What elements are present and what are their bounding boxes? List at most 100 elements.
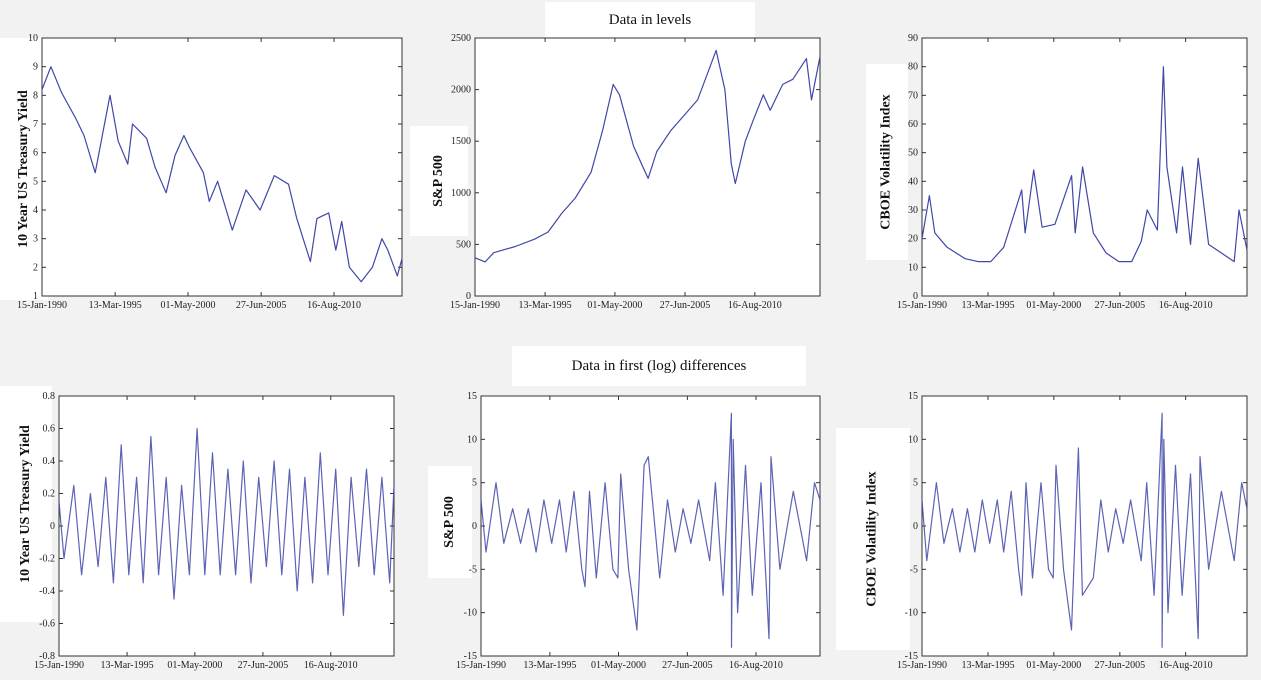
treasury-levels-xtick-label: 15-Jan-1990 — [17, 300, 67, 311]
treasury-levels-ytick-label: 10 — [28, 33, 38, 44]
vix-levels-xtick-label: 16-Aug-2010 — [1159, 300, 1213, 311]
vix-levels-ytick-label: 60 — [908, 119, 918, 130]
sp500-levels-ytick-label: 500 — [456, 239, 471, 250]
sp500-diffs-ytick-label: 10 — [467, 434, 477, 445]
ylabel-box-diffs-2: S&P 500 — [428, 466, 472, 578]
sp500-diffs-ytick-label: 15 — [467, 391, 477, 402]
treasury-levels-ytick-label: 4 — [33, 205, 38, 216]
sp500-diffs-ytick-label: 5 — [472, 478, 477, 489]
vix-levels-series-line — [921, 66, 1248, 263]
sp500-diffs-xtick-label: 27-Jun-2005 — [662, 660, 713, 671]
vix-levels-plot-area — [921, 37, 1248, 297]
treasury-levels-ytick-label: 5 — [33, 176, 38, 187]
treasury-diffs-xtick-label: 13-Mar-1995 — [101, 660, 154, 671]
vix-diffs-xtick-label: 27-Jun-2005 — [1095, 660, 1146, 671]
sp500-diffs-series-line — [480, 412, 821, 648]
treasury-diffs-ytick-label: -0.8 — [39, 651, 55, 662]
differences-section-title: Data in first (log) differences — [512, 346, 806, 386]
sp500-diffs-xtick-label: 01-May-2000 — [591, 660, 646, 671]
treasury-diffs-xtick-label: 16-Aug-2010 — [304, 660, 358, 671]
sp500-diffs-xtick-label: 13-Mar-1995 — [523, 660, 576, 671]
ylabel-box-diffs-1: 10 Year US Treasury Yield — [0, 386, 52, 622]
vix-diffs-ytick-label: -15 — [905, 651, 918, 662]
sp500-diffs-ytick-label: -15 — [464, 651, 477, 662]
treasury-levels-chart: 1 2 3 4 5 6 7 8 9 10 15-Jan-1990 13-Mar-1995 01-May-… — [17, 33, 403, 311]
treasury-diffs-chart: -0.8 -0.6 -0.4 -0.2 0 0.2 0.4 0.6 0.8 15-Jan-1990… — [34, 391, 395, 671]
vix-diffs-ytick-label: 10 — [908, 434, 918, 445]
treasury-levels-xtick-label: 16-Aug-2010 — [307, 300, 361, 311]
vix-diffs-ytick-label: 15 — [908, 391, 918, 402]
treasury-diffs-xtick-label: 15-Jan-1990 — [34, 660, 84, 671]
vix-levels-ytick-label: 20 — [908, 234, 918, 245]
treasury-levels-xtick-label: 27-Jun-2005 — [236, 300, 287, 311]
sp500-diffs-ytick-label: 0 — [472, 521, 477, 532]
sp500-diffs-ytick-label: -10 — [464, 608, 477, 619]
vix-diffs-xtick-label: 15-Jan-1990 — [897, 660, 947, 671]
treasury-levels-xtick-label: 13-Mar-1995 — [89, 300, 142, 311]
vix-levels-ytick-label: 50 — [908, 148, 918, 159]
treasury-diffs-ytick-label: 0 — [50, 521, 55, 532]
treasury-levels-ytick-label: 9 — [33, 62, 38, 73]
vix-diffs-chart: -15 -10 -5 0 5 10 15 15-Jan-1990 13-Mar-1995 01-M… — [897, 391, 1248, 671]
treasury-diffs-xtick-label: 01-May-2000 — [167, 660, 222, 671]
treasury-diffs-ytick-label: -0.4 — [39, 586, 55, 597]
treasury-diffs-ytick-label: -0.2 — [39, 554, 55, 565]
treasury-levels-ytick-label: 6 — [33, 148, 38, 159]
sp500-levels-xtick-label: 01-May-2000 — [587, 300, 642, 311]
vix-levels-xtick-label: 15-Jan-1990 — [897, 300, 947, 311]
vix-levels-ytick-label: 80 — [908, 62, 918, 73]
treasury-diffs-ytick-label: -0.6 — [39, 619, 55, 630]
vix-diffs-xtick-label: 16-Aug-2010 — [1159, 660, 1213, 671]
vix-levels-ytick-label: 90 — [908, 33, 918, 44]
vix-diffs-series-line — [921, 412, 1248, 648]
treasury-levels-series-line — [41, 66, 403, 283]
treasury-diffs-xtick-label: 27-Jun-2005 — [238, 660, 289, 671]
sp500-levels-ytick-label: 1500 — [451, 136, 471, 147]
treasury-levels-ytick-label: 7 — [33, 119, 38, 130]
treasury-diffs-ytick-label: 0.8 — [43, 391, 56, 402]
treasury-levels-ytick-label: 1 — [33, 291, 38, 302]
vix-diffs-ytick-label: -5 — [910, 564, 918, 575]
treasury-diffs-ytick-label: 0.2 — [43, 489, 56, 500]
sp500-diffs-ytick-label: -5 — [469, 564, 477, 575]
vix-levels-ytick-label: 30 — [908, 205, 918, 216]
sp500-levels-plot-area — [474, 37, 821, 297]
vix-diffs-xtick-label: 13-Mar-1995 — [961, 660, 1014, 671]
sp500-diffs-xtick-label: 16-Aug-2010 — [729, 660, 783, 671]
ylabel-box-diffs-3: CBOE Volatility Index — [836, 428, 910, 650]
treasury-levels-xtick-label: 01-May-2000 — [161, 300, 216, 311]
vix-levels-xtick-label: 27-Jun-2005 — [1095, 300, 1146, 311]
levels-section-title: Data in levels — [545, 2, 755, 38]
treasury-diffs-series-line — [58, 427, 395, 617]
sp500-levels-xtick-label: 27-Jun-2005 — [660, 300, 711, 311]
sp500-levels-ytick-label: 2500 — [451, 33, 471, 44]
sp500-levels-xtick-label: 13-Mar-1995 — [519, 300, 572, 311]
ylabel-box-levels-3: CBOE Volatility Index — [866, 64, 908, 260]
vix-levels-ytick-label: 70 — [908, 90, 918, 101]
sp500-levels-chart: 0 500 1000 1500 2000 2500 15-Jan-1990 13-Mar-19… — [450, 33, 821, 311]
ylabel-box-levels-1: 10 Year US Treasury Yield — [0, 38, 48, 300]
sp500-levels-ytick-label: 0 — [466, 291, 471, 302]
vix-diffs-xtick-label: 01-May-2000 — [1026, 660, 1081, 671]
sp500-levels-series-line — [474, 49, 821, 263]
sp500-levels-ytick-label: 2000 — [451, 85, 471, 96]
treasury-diffs-ytick-label: 0.6 — [43, 424, 56, 435]
treasury-levels-ytick-label: 2 — [33, 262, 38, 273]
vix-levels-ytick-label: 0 — [913, 291, 918, 302]
ylabel-box-levels-2: S&P 500 — [410, 126, 468, 236]
treasury-levels-ytick-label: 8 — [33, 90, 38, 101]
sp500-levels-ytick-label: 1000 — [451, 188, 471, 199]
sp500-levels-xtick-label: 15-Jan-1990 — [450, 300, 500, 311]
vix-diffs-ytick-label: 5 — [913, 478, 918, 489]
vix-levels-ytick-label: 40 — [908, 176, 918, 187]
sp500-diffs-xtick-label: 15-Jan-1990 — [456, 660, 506, 671]
sp500-diffs-chart: -15 -10 -5 0 5 10 15 15-Jan-1990 13-Mar-1995 01-M… — [456, 391, 821, 671]
treasury-levels-plot-area — [41, 37, 403, 297]
vix-levels-ytick-label: 10 — [908, 262, 918, 273]
vix-levels-xtick-label: 13-Mar-1995 — [961, 300, 1014, 311]
vix-levels-xtick-label: 01-May-2000 — [1026, 300, 1081, 311]
vix-levels-chart: 0 10 20 30 40 50 60 70 80 90 15-Jan-1990 13-Mar-199… — [897, 33, 1248, 311]
treasury-diffs-ytick-label: 0.4 — [43, 456, 56, 467]
vix-diffs-ytick-label: -10 — [905, 608, 918, 619]
treasury-levels-ytick-label: 3 — [33, 234, 38, 245]
